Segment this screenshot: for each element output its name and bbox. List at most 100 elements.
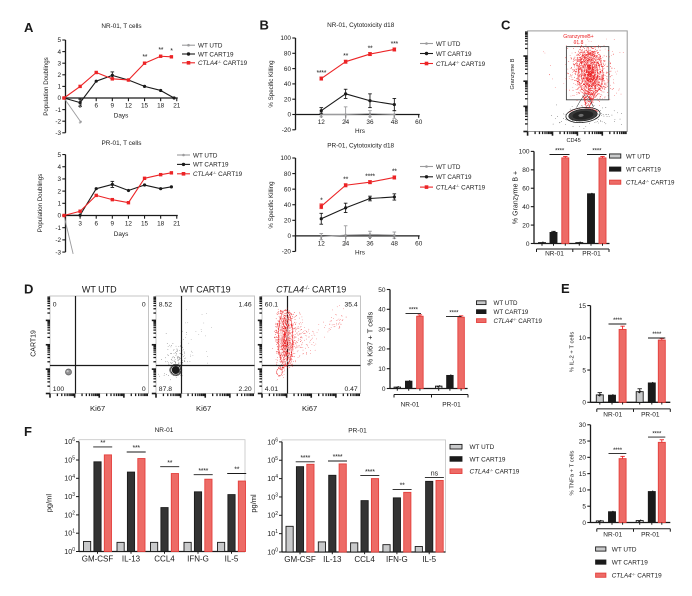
svg-text:**: ** — [158, 47, 163, 54]
svg-text:WT UTD: WT UTD — [198, 43, 223, 50]
svg-text:0: 0 — [287, 233, 291, 240]
svg-text:106: 106 — [64, 437, 75, 446]
svg-text:WT CART19: WT CART19 — [470, 456, 506, 463]
svg-text:% IL-2 + T cells: % IL-2 + T cells — [570, 332, 576, 373]
svg-text:15: 15 — [141, 221, 149, 228]
svg-text:*: * — [320, 198, 323, 205]
svg-text:48: 48 — [391, 119, 399, 126]
svg-text:NR-01: NR-01 — [401, 402, 420, 409]
svg-text:NR-01: NR-01 — [155, 427, 174, 434]
svg-text:21: 21 — [173, 221, 181, 228]
svg-text:20: 20 — [284, 218, 292, 225]
svg-text:WT UTD: WT UTD — [612, 546, 637, 553]
svg-text:WT UTD: WT UTD — [626, 153, 650, 160]
svg-text:91.8: 91.8 — [574, 40, 584, 46]
svg-text:40: 40 — [284, 202, 292, 209]
svg-text:12: 12 — [125, 103, 133, 110]
svg-text:60: 60 — [284, 66, 292, 73]
svg-text:WT CART19: WT CART19 — [193, 162, 229, 169]
svg-text:106: 106 — [267, 437, 278, 446]
svg-text:60.1: 60.1 — [265, 302, 278, 309]
svg-text:-3: -3 — [55, 130, 61, 137]
svg-text:20: 20 — [579, 455, 587, 462]
svg-text:CD45: CD45 — [566, 138, 580, 144]
svg-text:Ki67: Ki67 — [302, 404, 317, 413]
svg-text:**: ** — [167, 460, 172, 467]
svg-text:Hrs: Hrs — [355, 128, 365, 135]
svg-text:0: 0 — [287, 112, 291, 119]
svg-text:WT UTD: WT UTD — [82, 285, 117, 295]
svg-text:PR-01: PR-01 — [641, 412, 660, 419]
svg-text:WT CART19: WT CART19 — [198, 51, 234, 58]
svg-text:Days: Days — [114, 231, 129, 238]
svg-text:% TNFa + T cells: % TNFa + T cells — [570, 450, 576, 495]
svg-text:Hrs: Hrs — [355, 250, 365, 257]
svg-text:B: B — [260, 18, 269, 33]
svg-text:IFN-G: IFN-G — [386, 555, 408, 564]
svg-text:GranzymeB+: GranzymeB+ — [563, 34, 593, 40]
svg-text:Ki67: Ki67 — [196, 404, 211, 413]
svg-text:WT UTD: WT UTD — [193, 152, 218, 159]
svg-text:CTLA4-/- CART19: CTLA4-/- CART19 — [626, 178, 675, 186]
svg-text:****: **** — [316, 70, 326, 77]
svg-text:-3: -3 — [55, 249, 61, 256]
svg-text:0: 0 — [582, 520, 586, 527]
svg-text:87.8: 87.8 — [159, 386, 172, 393]
svg-text:IFN-G: IFN-G — [187, 555, 209, 564]
svg-text:0: 0 — [142, 302, 146, 309]
svg-text:NR-01, T cells: NR-01, T cells — [101, 23, 141, 30]
svg-text:% Granzyme B +: % Granzyme B + — [513, 171, 520, 224]
svg-text:A: A — [24, 20, 34, 35]
svg-text:30: 30 — [579, 422, 587, 429]
svg-text:10: 10 — [378, 366, 386, 373]
svg-text:-20: -20 — [282, 249, 292, 256]
svg-text:IL-5: IL-5 — [422, 555, 436, 564]
svg-text:% Specific Killing: % Specific Killing — [268, 181, 275, 229]
svg-text:4.01: 4.01 — [265, 386, 278, 393]
svg-text:CCL4: CCL4 — [154, 555, 175, 564]
svg-text:****: **** — [365, 174, 375, 181]
svg-text:PR-01, Cytotoxicity d18: PR-01, Cytotoxicity d18 — [327, 142, 394, 149]
svg-text:50: 50 — [378, 287, 386, 294]
svg-text:****: **** — [613, 447, 623, 454]
svg-text:20: 20 — [284, 96, 292, 103]
svg-text:104: 104 — [64, 474, 75, 483]
svg-text:80: 80 — [522, 167, 530, 174]
svg-text:PR-01: PR-01 — [442, 402, 461, 409]
svg-text:% Specific Killing: % Specific Killing — [268, 60, 275, 108]
svg-text:GM-CSF: GM-CSF — [82, 555, 114, 564]
svg-text:****: **** — [555, 148, 565, 155]
svg-text:0: 0 — [53, 302, 57, 309]
svg-text:CTLA4-/- CART19: CTLA4-/- CART19 — [494, 317, 543, 325]
svg-text:**: ** — [142, 54, 147, 61]
svg-text:**: ** — [100, 440, 105, 447]
svg-text:3: 3 — [57, 60, 61, 67]
svg-text:PR-01: PR-01 — [641, 532, 660, 539]
svg-text:10: 10 — [579, 487, 587, 494]
svg-text:NR-01: NR-01 — [603, 412, 622, 419]
svg-text:100: 100 — [519, 149, 530, 156]
svg-text:IL-13: IL-13 — [323, 555, 342, 564]
svg-text:**: ** — [368, 46, 373, 53]
svg-text:100: 100 — [64, 547, 75, 556]
svg-text:1: 1 — [57, 84, 61, 91]
svg-text:104: 104 — [267, 474, 278, 483]
svg-text:4: 4 — [57, 49, 61, 56]
svg-text:101: 101 — [64, 529, 75, 538]
svg-text:*: * — [170, 48, 173, 55]
svg-text:CTLA4-/- CART19: CTLA4-/- CART19 — [276, 285, 346, 295]
svg-text:60: 60 — [522, 186, 530, 193]
svg-text:12: 12 — [318, 119, 326, 126]
svg-text:80: 80 — [284, 51, 292, 58]
svg-text:6: 6 — [94, 103, 98, 110]
svg-text:F: F — [24, 424, 32, 439]
svg-text:**: ** — [343, 177, 348, 184]
svg-text:102: 102 — [267, 511, 278, 520]
svg-text:60: 60 — [415, 241, 423, 248]
svg-text:**: ** — [234, 467, 239, 474]
svg-text:E: E — [561, 281, 570, 296]
svg-text:103: 103 — [267, 492, 278, 501]
svg-text:0: 0 — [57, 95, 61, 102]
svg-text:1: 1 — [57, 201, 61, 208]
svg-text:NR-01: NR-01 — [603, 532, 622, 539]
